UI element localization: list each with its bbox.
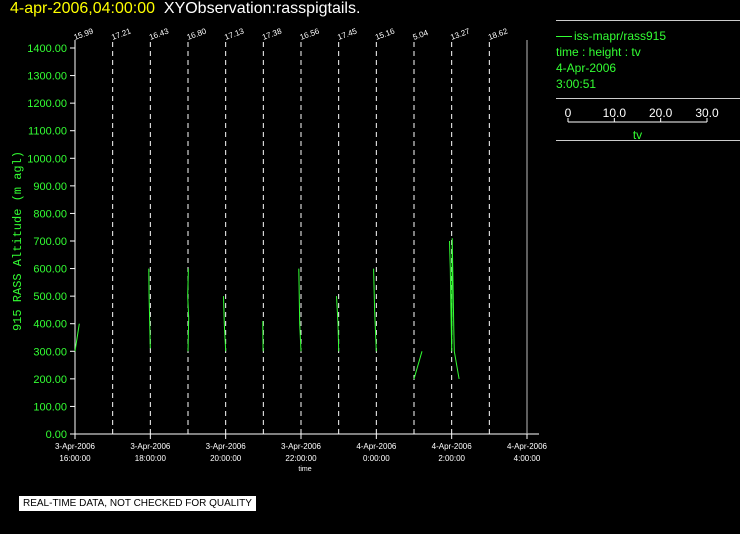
profile-trace [148,268,151,349]
profile-label: 5.04 [412,28,430,42]
y-tick-label: 0.00 [46,429,67,441]
tv-scale-tick-label: 0 [565,106,572,120]
legend: iss-mapr/rass915 time : height : tv 4-Ap… [556,28,740,92]
profile-trace [373,268,377,352]
profile-label: 17.45 [336,26,358,41]
y-tick-label: 700.00 [33,236,67,248]
profile-label: 16.80 [186,26,208,41]
legend-series: iss-mapr/rass915 [556,28,740,44]
x-tick-label: 3-Apr-2006 [281,442,322,451]
x-tick-label: 3-Apr-2006 [55,442,96,451]
legend-axes-desc: time : height : tv [556,45,641,59]
legend-date: 4-Apr-2006 [556,61,617,75]
y-tick-label: 900.00 [33,181,67,193]
y-tick-label: 500.00 [33,291,67,303]
tv-scale-tick-label: 10.0 [603,106,627,120]
y-tick-label: 100.00 [33,401,67,413]
x-tick-label: 22:00:00 [285,454,317,463]
profile-trace [223,296,227,352]
profile-label: 17.21 [110,26,132,41]
chart-header: 4-apr-2006,04:00:00 XYObservation:rasspi… [10,0,360,18]
profile-label: 15.16 [374,26,396,41]
tv-scale-tick-label: 20.0 [649,106,673,120]
profile-trace [74,323,80,352]
legend-bottom-rule [556,140,740,141]
profile-trace [187,268,190,352]
header-datetime: 4-apr-2006,04:00:00 [10,0,155,17]
legend-swatch [556,36,572,38]
x-tick-label: 18:00:00 [135,454,167,463]
y-tick-label: 300.00 [33,346,67,358]
tv-scale-tick-label: 30.0 [695,106,719,120]
legend-mid-rule [556,98,740,99]
y-axis-label: 915 RASS Altitude (m agl) [11,151,25,331]
profile-label: 15.99 [73,26,95,41]
x-tick-label: 2:00:00 [438,454,465,463]
profile-label: 16.56 [299,26,321,41]
profile-trace [336,296,340,352]
x-tick-label: 3-Apr-2006 [206,442,247,451]
profile-trace [413,351,423,380]
legend-time: 3:00:51 [556,77,597,91]
quality-disclaimer: REAL-TIME DATA, NOT CHECKED FOR QUALITY [19,496,256,511]
y-tick-label: 600.00 [33,264,67,276]
x-tick-label: 4:00:00 [514,454,541,463]
profile-label: 13.27 [449,26,471,41]
profile-label: 17.38 [261,26,283,41]
profile-label: 18.62 [487,26,509,41]
y-tick-label: 1300.00 [27,71,67,83]
header-title: XYObservation:rasspigtails. [163,0,361,17]
x-tick-label: 16:00:00 [59,454,91,463]
y-tick-label: 200.00 [33,374,67,386]
y-tick-label: 800.00 [33,208,67,220]
x-tick-label: 4-Apr-2006 [507,442,548,451]
profile-trace [298,268,302,352]
y-tick-label: 1400.00 [27,43,67,55]
x-tick-label: 3-Apr-2006 [130,442,171,451]
legend-series-label: iss-mapr/rass915 [574,29,667,43]
legend-top-rule [556,20,740,21]
x-tick-label: 20:00:00 [210,454,242,463]
y-tick-label: 400.00 [33,319,67,331]
x-tick-label: 4-Apr-2006 [432,442,473,451]
y-tick-label: 1100.00 [28,126,67,138]
profile-label: 17.13 [223,26,245,41]
x-tick-label: 4-Apr-2006 [356,442,397,451]
x-axis-label: time [298,466,311,473]
profile-label: 16.43 [148,26,170,41]
x-tick-label: 0:00:00 [363,454,390,463]
y-tick-label: 1000.00 [27,153,67,165]
tv-scale-unit: tv [633,128,642,142]
y-tick-label: 1200.00 [27,98,67,110]
profile-trace [449,238,460,379]
